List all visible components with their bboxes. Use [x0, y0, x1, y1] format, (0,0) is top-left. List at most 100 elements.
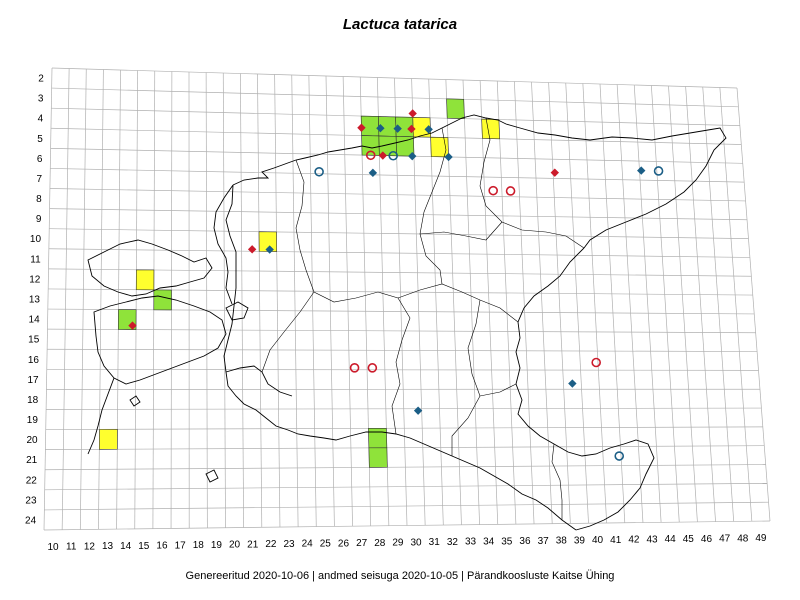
row-tick-label: 22: [26, 475, 38, 486]
grid-column-line: [205, 72, 208, 528]
parnu-bay-coast: [225, 365, 293, 397]
island-hiiumaa: [87, 239, 213, 297]
column-tick-label: 20: [229, 540, 241, 551]
column-tick-label: 25: [320, 539, 332, 550]
green-square: [368, 427, 388, 449]
red-circle-marker: [349, 363, 360, 373]
column-tick-label: 36: [519, 536, 531, 547]
blue-diamond-marker: [265, 245, 274, 254]
grid-column-line: [633, 84, 662, 523]
yellow-square: [430, 136, 449, 158]
column-tick-label: 41: [610, 535, 622, 546]
blue-diamond-marker: [444, 152, 453, 162]
row-tick-label: 19: [27, 415, 39, 426]
column-tick-label: 31: [429, 537, 441, 548]
grid-row-line: [51, 67, 738, 89]
row-tick-label: 21: [26, 455, 38, 466]
row-tick-label: 18: [27, 395, 39, 406]
grid-column-line: [222, 72, 226, 528]
blue-diamond-marker: [368, 168, 378, 178]
red-diamond-marker: [357, 123, 366, 132]
county-border: [419, 127, 447, 285]
column-tick-label: 30: [411, 537, 423, 548]
grid-row-line: [47, 348, 758, 352]
blue-diamond-marker: [376, 124, 385, 133]
column-tick-label: 11: [66, 542, 77, 553]
column-tick-label: 47: [719, 534, 731, 545]
red-diamond-marker: [408, 109, 417, 118]
blue-diamond-marker: [408, 151, 417, 161]
grid-column-line: [702, 86, 735, 522]
county-border: [451, 299, 481, 456]
county-borders: [261, 117, 585, 520]
grid-column-line: [43, 67, 53, 531]
grid-row-line: [49, 208, 748, 221]
grid-column-line: [582, 83, 607, 524]
column-tick-label: 48: [737, 533, 749, 544]
grid-column-line: [240, 73, 244, 528]
grid-column-line: [79, 68, 87, 530]
column-tick-label: 37: [538, 536, 550, 547]
column-tick-label: 23: [283, 539, 295, 550]
island-saaremaa: [93, 295, 227, 385]
row-tick-label: 13: [29, 295, 41, 306]
column-tick-label: 43: [646, 534, 658, 545]
country-outline: [87, 114, 727, 531]
north-coastline: [232, 114, 727, 249]
column-tick-label: 24: [302, 539, 314, 550]
blue-circle-marker: [653, 166, 664, 176]
column-tick-label: 21: [247, 539, 259, 550]
column-tick-label: 15: [138, 541, 150, 552]
column-tick-label: 10: [48, 542, 60, 553]
row-tick-label: 12: [29, 274, 41, 285]
grid-column-line: [98, 69, 104, 530]
grid-column-line: [531, 81, 553, 524]
column-tick-label: 46: [701, 534, 713, 545]
county-border: [479, 383, 517, 397]
row-tick-label: 20: [26, 435, 38, 446]
column-tick-label: 49: [755, 533, 767, 544]
row-tick-label: 10: [30, 234, 42, 245]
map-footer: Genereeritud 2020-10-06 | andmed seisuga…: [185, 570, 615, 582]
south-border: [223, 184, 577, 531]
grid-row-line: [51, 87, 739, 108]
column-tick-label: 35: [501, 536, 513, 547]
red-diamond-marker: [247, 245, 257, 254]
grid-column-line: [599, 83, 626, 523]
row-tick-label: 3: [38, 94, 44, 105]
grid-column-line: [291, 74, 299, 527]
row-tick-label: 14: [29, 315, 41, 326]
column-tick-label: 18: [193, 540, 205, 551]
county-border: [479, 117, 585, 249]
grid-column-line: [342, 76, 353, 527]
grid-column-line: [736, 87, 771, 522]
grid-column-line: [685, 86, 716, 522]
red-circle-marker: [488, 185, 498, 196]
row-tick-label: 17: [27, 375, 39, 386]
row-tick-label: 16: [28, 355, 40, 366]
column-tick-label: 44: [665, 534, 677, 545]
column-tick-label: 33: [465, 537, 477, 548]
grid-row-line: [45, 426, 763, 430]
blue-circle-marker: [388, 150, 399, 161]
grid-column-line: [616, 84, 644, 523]
grid-column-line: [325, 75, 335, 527]
west-coastline: [213, 184, 234, 305]
column-tick-label: 13: [102, 541, 114, 552]
grid-column-line: [479, 80, 499, 525]
grid-column-line: [496, 80, 517, 525]
column-tick-label: 28: [374, 538, 386, 549]
red-diamond-marker: [407, 124, 416, 134]
row-tick-label: 2: [38, 74, 44, 85]
county-border: [419, 221, 503, 241]
blue-circle-marker: [614, 451, 625, 461]
grid-column-line: [548, 82, 571, 524]
grid-row-line: [50, 168, 745, 183]
column-tick-label: 12: [84, 541, 96, 552]
grid-row-line: [49, 188, 746, 202]
column-tick-label: 45: [683, 534, 695, 545]
row-tick-label: 9: [36, 214, 42, 225]
red-circle-marker: [367, 363, 378, 373]
column-tick-label: 32: [447, 537, 459, 548]
